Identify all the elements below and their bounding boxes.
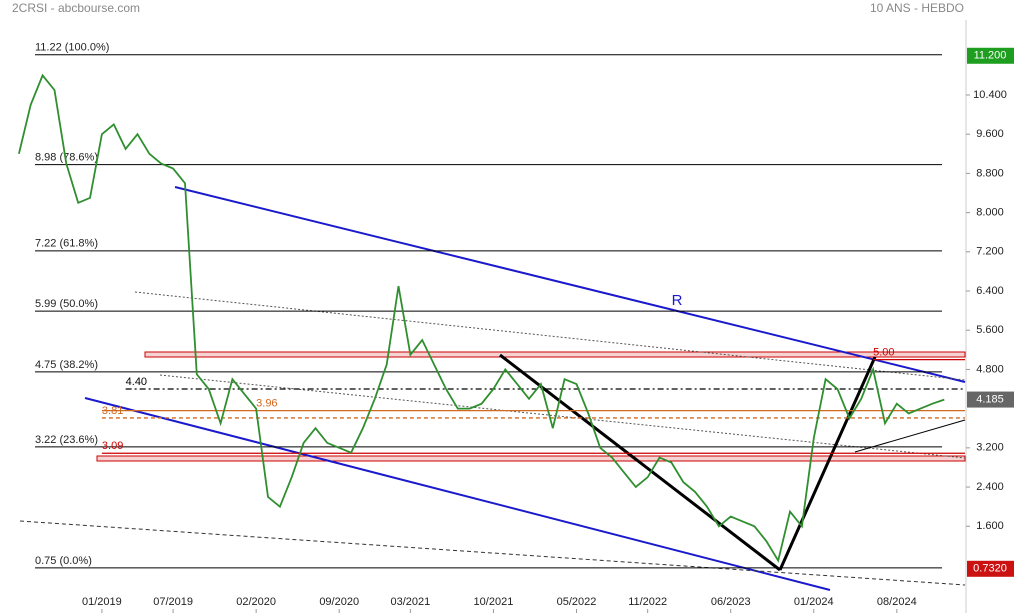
price-tag-label: 11.200 [974,50,1007,62]
y-tick-label: 8.000 [976,207,1004,219]
support-zone [96,455,966,462]
y-tick-label: 6.400 [976,285,1004,297]
chart-title: 2CRSI - abcbourse.com [12,1,140,15]
y-tick-label: 2.400 [976,481,1004,493]
price-tag [967,47,1014,64]
fib-label: 0.75 (0.0%) [35,555,92,567]
y-tick-label: 3.200 [976,442,1004,454]
x-tick-label: 05/2022 [557,596,597,608]
dotted-trend [159,374,966,459]
y-tick-label: 1.600 [976,520,1004,532]
y-tick-label: 7.200 [976,246,1004,258]
fib-label: 3.22 (23.6%) [35,434,98,446]
y-tick-label: 5.600 [976,324,1004,336]
channel-bottom [84,397,831,591]
y-tick-label: 4.800 [976,363,1004,375]
x-tick-label: 11/2022 [628,596,667,608]
price-level-label: 3.09 [102,440,123,452]
x-tick-label: 09/2020 [319,596,359,608]
chart-subtitle: 10 ANS - HEBDO [870,1,964,15]
price-level-label: 4.40 [126,376,147,388]
price-tag-label: 0.7320 [973,563,1007,575]
down-leg [499,353,781,572]
price-line [18,73,945,563]
x-tick-label: 03/2021 [390,596,430,608]
x-tick-label: 06/2023 [711,596,751,608]
x-tick-label: 08/2024 [877,596,917,608]
x-tick-label: 02/2020 [236,596,276,608]
resistance-zone [144,351,966,358]
x-tick-label: 01/2019 [82,596,122,608]
dotted-trend [134,291,966,381]
price-tag-label: 4.185 [976,393,1004,405]
dashed-trend [19,520,966,586]
price-tag [967,391,1014,408]
y-tick-label: 9.600 [976,128,1004,140]
fib-label: 7.22 (61.8%) [35,238,98,250]
x-tick-label: 07/2019 [153,596,193,608]
x-tick-label: 01/2024 [794,596,834,608]
price-level-label: 3.96 [256,398,277,410]
fib-label: 5.99 (50.0%) [35,298,98,310]
fib-label: 4.75 (38.2%) [35,359,98,371]
price-tag [967,560,1014,577]
trend-lines [19,186,966,591]
fib-label: 8.98 (78.6%) [35,151,98,163]
price-level-label: 3.81 [102,405,123,417]
price-level-label: 5.00 [873,347,894,359]
y-tick-label: 8.800 [976,167,1004,179]
x-tick-label: 10/2021 [474,596,514,608]
channel-top [174,186,966,383]
up-leg [778,356,877,571]
fib-label: 11.22 (100.0%) [35,42,109,54]
annotation: R [672,292,683,309]
y-tick-label: 10.400 [973,89,1007,101]
